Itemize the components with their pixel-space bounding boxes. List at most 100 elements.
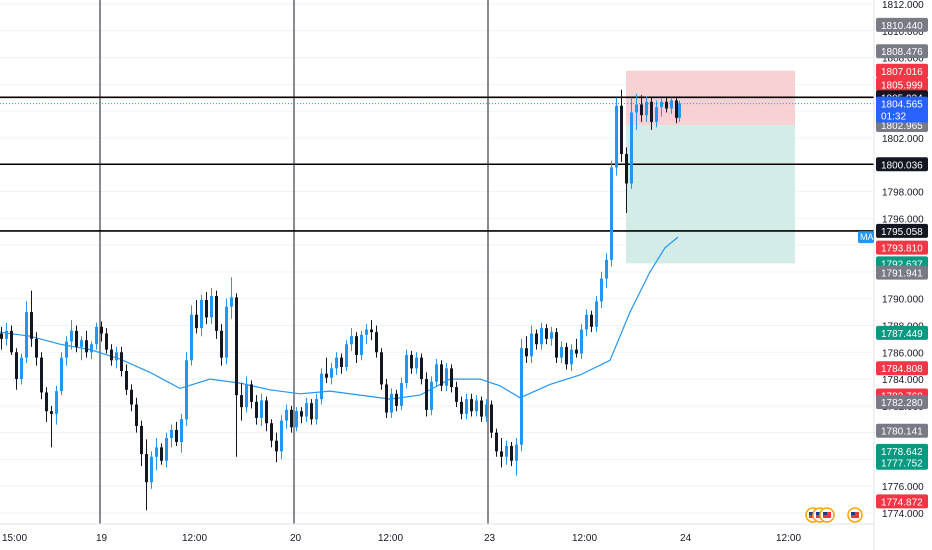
price-label-box [876, 443, 928, 458]
candle [205, 291, 208, 325]
candle-body [475, 400, 478, 412]
candle [225, 298, 228, 365]
price-label: 1810.440 [876, 17, 928, 32]
price-label-text: 1802.965 [881, 121, 923, 132]
candle-body [400, 383, 403, 406]
candle [665, 96, 668, 113]
candle-body [170, 429, 173, 438]
candle-body [155, 447, 158, 457]
candle [620, 89, 623, 163]
candle-body [90, 344, 93, 353]
economic-event-flag-icon[interactable] [847, 507, 863, 523]
candle-body [245, 384, 248, 408]
candle [678, 100, 681, 122]
price-tick-label: 1812.000 [882, 0, 924, 11]
price-label: 1780.141 [876, 423, 928, 438]
candle [425, 372, 428, 417]
price-label: 1778.642 [876, 443, 928, 458]
price-label-text: 1793.810 [881, 244, 923, 255]
candle [165, 432, 168, 468]
candle [135, 397, 138, 433]
take-profit-zone[interactable] [626, 125, 795, 264]
candle-body [385, 384, 388, 413]
candle [20, 353, 23, 385]
candle-body [225, 306, 228, 358]
candle [160, 443, 163, 465]
price-labels: 1810.4401808.4761807.0161805.9991805.034… [858, 17, 928, 509]
candle-body [270, 423, 273, 441]
price-label-text: 1805.999 [881, 80, 923, 91]
time-axis[interactable]: 15:00 19 12:00 20 12:00 23 12:00 24 12:00 [2, 533, 801, 544]
candle [660, 97, 663, 117]
candle-body [450, 368, 453, 388]
price-label-box [876, 455, 928, 470]
candle-body [145, 454, 148, 483]
candle-body [120, 352, 123, 372]
candle [635, 93, 638, 130]
candles [0, 89, 681, 511]
price-label-text: 1810.440 [881, 21, 923, 32]
candle-body [140, 425, 143, 455]
candle-body [470, 399, 473, 412]
candle-body [495, 432, 498, 452]
candle [440, 360, 443, 392]
candle-body [365, 329, 368, 335]
candle [335, 352, 338, 376]
candle-body [70, 330, 73, 342]
candle-body [600, 278, 603, 302]
candle [530, 325, 533, 363]
candle-body [410, 354, 413, 369]
candle-body [665, 101, 668, 109]
candle [410, 350, 413, 374]
candle [525, 336, 528, 363]
candle [245, 376, 248, 413]
candle [270, 419, 273, 448]
candle [415, 352, 418, 374]
candle [200, 294, 203, 337]
candle [85, 330, 88, 358]
candle-body [175, 429, 178, 443]
candle [255, 395, 258, 425]
candle-body [535, 333, 538, 345]
candle-body [115, 352, 118, 361]
candle-body [555, 332, 558, 358]
horizontal-levels[interactable] [0, 96, 874, 232]
candle [10, 325, 13, 355]
candle-body [360, 334, 363, 355]
candle [40, 352, 43, 400]
candle-body [340, 357, 343, 367]
candle-body [240, 395, 243, 408]
candle [50, 405, 53, 448]
candle-body [560, 346, 563, 358]
candle [220, 324, 223, 366]
candle [520, 338, 523, 452]
candle-body [300, 411, 303, 417]
price-label-text: 1782.280 [881, 398, 923, 409]
economic-event-flag-icon[interactable] [819, 507, 835, 523]
candle [625, 147, 628, 213]
time-tick-label: 23 [484, 533, 496, 544]
candle [330, 362, 333, 385]
candle-body [230, 297, 233, 307]
candle-body [320, 373, 323, 400]
candle [125, 364, 128, 396]
price-label-box [876, 494, 928, 509]
candle [45, 387, 48, 422]
candle [120, 346, 123, 377]
candle [675, 97, 678, 124]
candle [540, 322, 543, 350]
candle-body [220, 330, 223, 358]
candle-body [10, 330, 13, 353]
candle-body [310, 403, 313, 420]
event-icons[interactable] [805, 507, 863, 523]
candle-body [165, 437, 168, 461]
candle-body [435, 364, 438, 382]
candle [595, 296, 598, 333]
candle-body [545, 328, 548, 339]
candle [5, 322, 8, 346]
candle-body [510, 446, 513, 461]
price-label: 1800.036 [876, 157, 928, 172]
price-tick-label: 1798.000 [882, 188, 924, 199]
